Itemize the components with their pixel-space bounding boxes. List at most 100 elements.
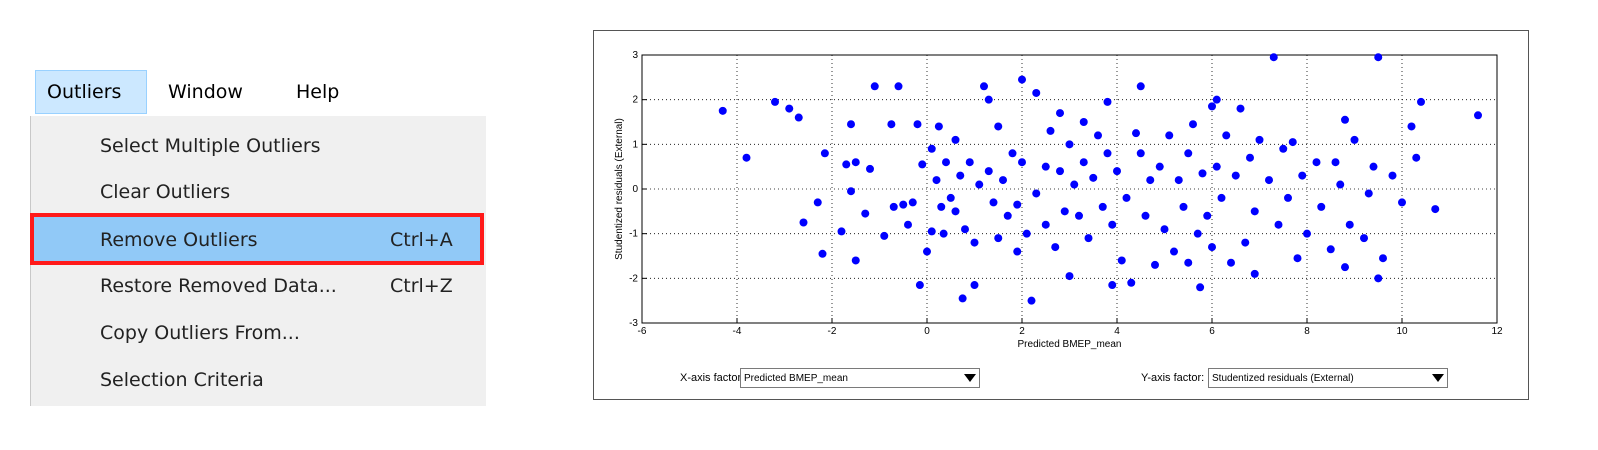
- point: [908, 198, 917, 207]
- point: [1098, 202, 1107, 211]
- point: [820, 149, 829, 158]
- point: [1212, 162, 1221, 171]
- point: [1203, 211, 1212, 220]
- point: [1326, 245, 1335, 254]
- point: [984, 167, 993, 176]
- menu-item[interactable]: Select Multiple Outliers: [100, 135, 321, 157]
- point: [1250, 269, 1259, 278]
- point: [1227, 258, 1235, 267]
- point: [1018, 158, 1026, 167]
- point: [1127, 278, 1136, 287]
- point: [951, 207, 960, 216]
- point: [847, 120, 855, 129]
- point: [1060, 207, 1069, 216]
- point: [956, 171, 965, 180]
- x-axis-label: Predicted BMEP_mean: [1018, 339, 1122, 350]
- point: [937, 202, 946, 211]
- point: [989, 198, 998, 207]
- point: [1018, 75, 1026, 84]
- y-factor-label: Y-axis factor:: [1141, 372, 1205, 384]
- point: [1046, 126, 1055, 135]
- menu-item[interactable]: Remove Outliers: [100, 229, 258, 251]
- x-tick-label: 10: [1396, 326, 1408, 337]
- point: [1360, 234, 1368, 243]
- point: [970, 238, 979, 247]
- point: [1041, 162, 1050, 171]
- x-tick-label: -2: [828, 326, 837, 337]
- point: [984, 95, 993, 104]
- x-tick-label: 0: [924, 326, 930, 337]
- menu-item[interactable]: Copy Outliers From...: [100, 322, 300, 344]
- point: [1269, 53, 1278, 62]
- menu-item[interactable]: Selection Criteria: [100, 369, 264, 391]
- point: [866, 164, 874, 173]
- point: [1341, 263, 1349, 272]
- point: [918, 160, 927, 169]
- point: [913, 120, 922, 129]
- y-factor-select[interactable]: Studentized residuals (External): [1208, 368, 1448, 388]
- point: [842, 160, 851, 169]
- point: [1303, 229, 1311, 238]
- dropdown-arrow: [1432, 374, 1444, 382]
- selected-item-highlight: [30, 213, 484, 265]
- point: [1065, 140, 1074, 149]
- point: [1070, 180, 1079, 189]
- point: [1003, 211, 1012, 220]
- point: [1345, 220, 1354, 229]
- point: [1032, 189, 1041, 198]
- point: [1079, 158, 1088, 167]
- dropdown-arrow: [964, 374, 976, 382]
- point: [1350, 135, 1359, 144]
- point: [951, 135, 960, 144]
- menu-title[interactable]: Window: [168, 81, 243, 103]
- point: [942, 158, 950, 167]
- point: [927, 227, 936, 236]
- point: [999, 176, 1007, 185]
- point: [1341, 115, 1349, 124]
- point: [1151, 260, 1159, 269]
- point: [887, 120, 896, 129]
- point: [1293, 254, 1302, 263]
- point: [1379, 254, 1387, 263]
- x-factor-label: X-axis factor:: [680, 372, 745, 384]
- point: [915, 281, 924, 290]
- point: [1117, 256, 1126, 265]
- point: [1032, 88, 1041, 97]
- x-tick-label: 4: [1114, 326, 1120, 337]
- point: [1094, 131, 1102, 140]
- point: [961, 225, 969, 234]
- point: [1398, 198, 1406, 207]
- y-tick-label: -3: [629, 318, 638, 329]
- point: [1364, 189, 1373, 198]
- point: [1084, 234, 1093, 243]
- point: [1217, 193, 1226, 202]
- point: [1336, 180, 1345, 189]
- menu-title[interactable]: Outliers: [47, 81, 122, 103]
- menu-highlight: [35, 70, 147, 114]
- point: [880, 231, 889, 240]
- point: [1241, 238, 1250, 247]
- menu-title[interactable]: Help: [296, 81, 340, 103]
- point: [1122, 193, 1131, 202]
- point: [1051, 243, 1060, 252]
- menu-item[interactable]: Clear Outliers: [100, 181, 231, 203]
- menu-item[interactable]: Restore Removed Data...: [100, 275, 337, 297]
- point: [1196, 283, 1205, 292]
- point: [813, 198, 822, 207]
- point: [1155, 162, 1164, 171]
- y-tick-label: 2: [632, 95, 638, 106]
- x-factor-select[interactable]: Predicted BMEP_mean: [740, 368, 980, 388]
- point: [970, 281, 979, 290]
- point: [946, 193, 955, 202]
- point: [1170, 247, 1178, 256]
- point: [1212, 95, 1221, 104]
- point: [958, 294, 967, 303]
- point: [1103, 97, 1112, 106]
- point: [1331, 158, 1340, 167]
- point: [1165, 131, 1174, 140]
- point: [1184, 258, 1193, 267]
- point: [1222, 131, 1231, 140]
- select-value: Predicted BMEP_mean: [744, 373, 848, 384]
- point: [1407, 122, 1416, 131]
